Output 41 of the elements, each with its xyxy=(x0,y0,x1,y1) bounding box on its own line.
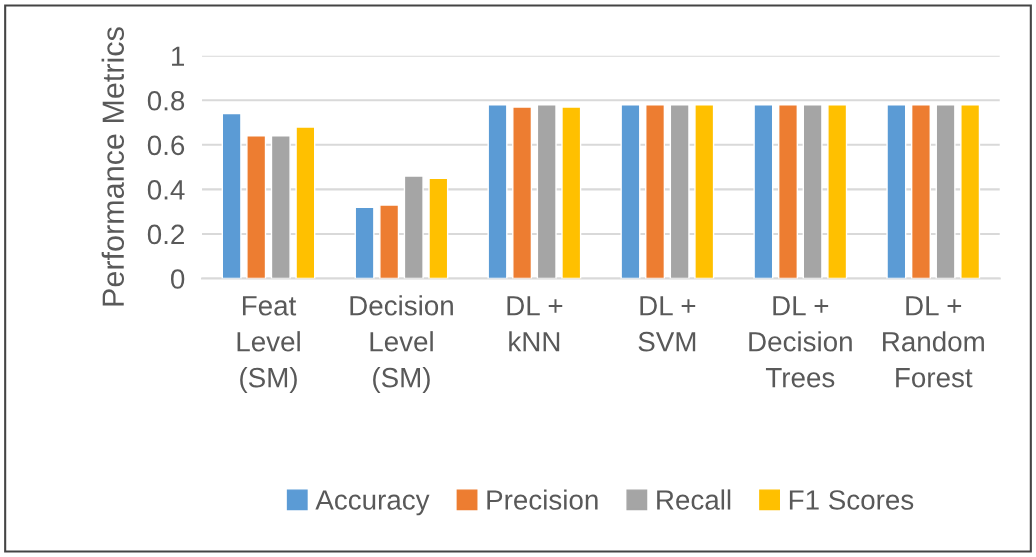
bar xyxy=(886,104,907,279)
bar xyxy=(827,104,848,279)
bar xyxy=(620,104,641,279)
x-tick-label: DL + Decision Trees xyxy=(749,296,852,388)
bar xyxy=(487,104,508,279)
y-tick-label: 0.2 xyxy=(147,224,184,245)
bar xyxy=(512,106,533,279)
x-tick-label: DL + Random Forest xyxy=(883,296,984,388)
x-tick-label: DL + kNN xyxy=(507,296,563,352)
bar xyxy=(960,104,981,279)
bar xyxy=(221,112,242,279)
bar xyxy=(669,104,690,279)
y-tick-label: 0.8 xyxy=(147,90,185,111)
bar xyxy=(645,104,666,279)
y-tick-label: 1 xyxy=(172,46,184,66)
bar xyxy=(935,104,956,279)
bar xyxy=(778,104,799,279)
legend-label: Precision xyxy=(487,489,598,510)
bar xyxy=(802,104,823,279)
bar xyxy=(246,135,267,279)
y-axis-title: Performance Metrics xyxy=(101,27,125,306)
y-tick-label: 0 xyxy=(170,269,185,289)
bar xyxy=(270,135,291,279)
bar xyxy=(910,104,931,279)
x-tick-label: Feat Level (SM) xyxy=(237,296,300,393)
bar xyxy=(753,104,774,279)
bar xyxy=(403,175,424,279)
bar xyxy=(295,126,316,279)
bar xyxy=(379,204,400,279)
legend-label: F1 Scores xyxy=(789,490,914,510)
y-tick-label: 0.4 xyxy=(147,180,185,200)
bar xyxy=(428,177,449,279)
legend-label: Recall xyxy=(657,489,731,510)
legend-label: Accuracy xyxy=(315,490,430,516)
bar xyxy=(536,104,557,279)
x-tick-label: Decision Level (SM) xyxy=(350,295,453,393)
bar xyxy=(694,104,715,279)
x-tick-label: DL + SVM xyxy=(638,296,696,352)
bar xyxy=(561,106,582,279)
y-tick-label: 0.6 xyxy=(147,135,185,156)
bar xyxy=(354,206,375,279)
